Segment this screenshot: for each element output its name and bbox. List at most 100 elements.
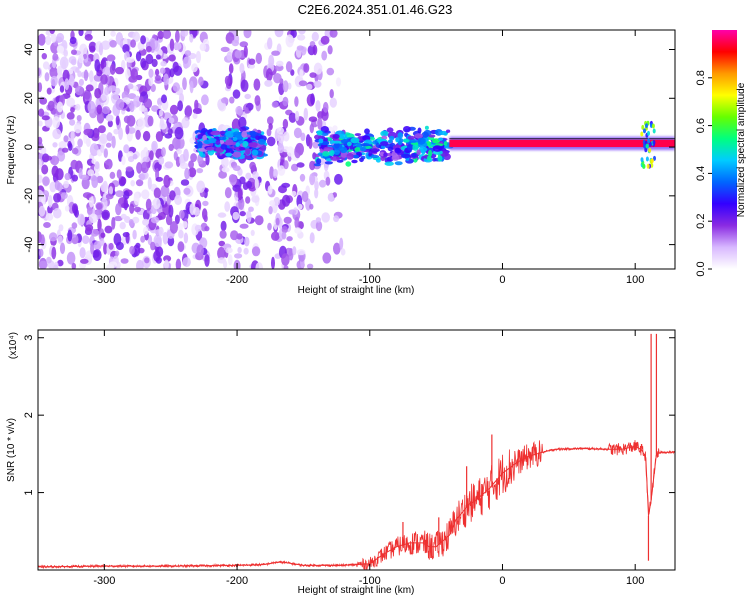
heatmap-cell (145, 53, 154, 65)
heatmap-cell (63, 180, 69, 189)
heatmap-cell (354, 147, 361, 152)
heatmap-cell (428, 134, 436, 138)
heatmap-cell (120, 213, 127, 220)
heatmap-cell (103, 242, 108, 255)
heatmap-cell (71, 147, 79, 155)
spectrogram-frame (37, 29, 676, 270)
x-tick-label: 100 (626, 274, 644, 286)
heatmap-cell (91, 158, 97, 164)
heatmap-cell (380, 130, 389, 137)
heatmap-cell (645, 143, 649, 149)
heatmap-cell (269, 200, 276, 207)
heatmap-cell (46, 87, 52, 95)
heatmap-cell (354, 133, 362, 137)
heatmap-cell (144, 257, 150, 264)
heatmap-cell (290, 69, 295, 76)
heatmap-cell (178, 229, 184, 239)
heatmap-cell (352, 154, 360, 159)
colorbar-tick-label: 0.0 (695, 261, 707, 276)
snr-panel: -300 -200 -100 0 100 1 2 3 Height of straight … (6, 329, 676, 596)
heatmap-cell (340, 146, 348, 154)
heatmap-cell (285, 34, 294, 48)
heatmap-cell (115, 190, 124, 198)
heatmap-cell (56, 65, 63, 76)
heatmap-cell (155, 75, 161, 81)
heatmap-cell (164, 161, 174, 169)
heatmap-cell (239, 63, 245, 74)
heatmap-cell (69, 119, 76, 126)
heatmap-cell (157, 30, 164, 40)
heatmap-cell (135, 51, 142, 62)
heatmap-cell (288, 112, 297, 123)
heatmap-cell (239, 223, 249, 229)
heatmap-cell (327, 193, 334, 202)
heatmap-cell (281, 194, 291, 207)
heatmap-cell (158, 109, 163, 117)
heatmap-cell (158, 156, 165, 165)
heatmap-cell (38, 189, 44, 201)
heatmap-cell (122, 190, 130, 200)
heatmap-cell (85, 224, 94, 232)
heatmap-cell (38, 68, 41, 77)
heatmap-cell (180, 179, 190, 186)
x-tick-label: -100 (359, 575, 381, 587)
heatmap-cell (644, 147, 648, 153)
heatmap-cell (47, 205, 53, 214)
heatmap-cell (389, 135, 395, 141)
heatmap-cell (51, 246, 57, 260)
heatmap-cell (232, 137, 238, 141)
heatmap-cell (125, 166, 133, 172)
heatmap-cell (383, 152, 388, 157)
heatmap-cell (108, 85, 117, 92)
snr-x-ticks: -300 -200 -100 0 100 (93, 330, 644, 587)
heatmap-cell (351, 159, 358, 164)
heatmap-cell (201, 94, 209, 106)
heatmap-cell (67, 229, 73, 242)
heatmap-cell (350, 137, 360, 144)
heatmap-cell (60, 192, 68, 200)
heatmap-cell (80, 258, 89, 264)
heatmap-cell (81, 177, 90, 190)
heatmap-cell (184, 167, 190, 180)
heatmap-cell (320, 133, 329, 136)
heatmap-cell (312, 141, 320, 149)
heatmap-cell (106, 54, 116, 62)
heatmap-cell (340, 248, 346, 256)
heatmap-cell (269, 166, 274, 180)
heatmap-cell (650, 158, 654, 164)
heatmap-cell (346, 153, 354, 160)
heatmap-cell (238, 147, 246, 151)
heatmap-cell (50, 33, 57, 43)
heatmap-cell (111, 217, 116, 230)
heatmap-cell (292, 246, 297, 256)
heatmap-cell (150, 216, 160, 224)
heatmap-cell (136, 163, 142, 173)
heatmap-cell (129, 103, 135, 113)
heatmap-cell (312, 152, 317, 160)
heatmap-cell (140, 161, 149, 173)
heatmap-cell (192, 107, 202, 115)
heatmap-cell (103, 148, 109, 159)
heatmap-cell (38, 260, 48, 269)
heatmap-cell (169, 221, 178, 234)
heatmap-cell (105, 142, 112, 148)
heatmap-cell (195, 50, 201, 64)
heatmap-cell (88, 195, 94, 208)
heatmap-cell (128, 156, 135, 163)
heatmap-cell (271, 101, 279, 108)
heatmap-cell (298, 30, 306, 35)
heatmap-cell (315, 100, 321, 112)
heatmap-cell (127, 83, 134, 90)
heatmap-cell (345, 161, 352, 167)
heatmap-cell (313, 62, 323, 75)
heatmap-cell (109, 171, 116, 179)
heatmap-cell (369, 154, 380, 159)
heatmap-cell (177, 222, 183, 232)
heatmap-cell (197, 134, 203, 140)
heatmap-cell (184, 50, 192, 57)
heatmap-cell (228, 174, 237, 183)
snr-frame (37, 329, 676, 571)
heatmap-cell (640, 131, 644, 137)
heatmap-cell (220, 220, 227, 232)
snr-x-label: Height of straight line (km) (298, 585, 415, 596)
